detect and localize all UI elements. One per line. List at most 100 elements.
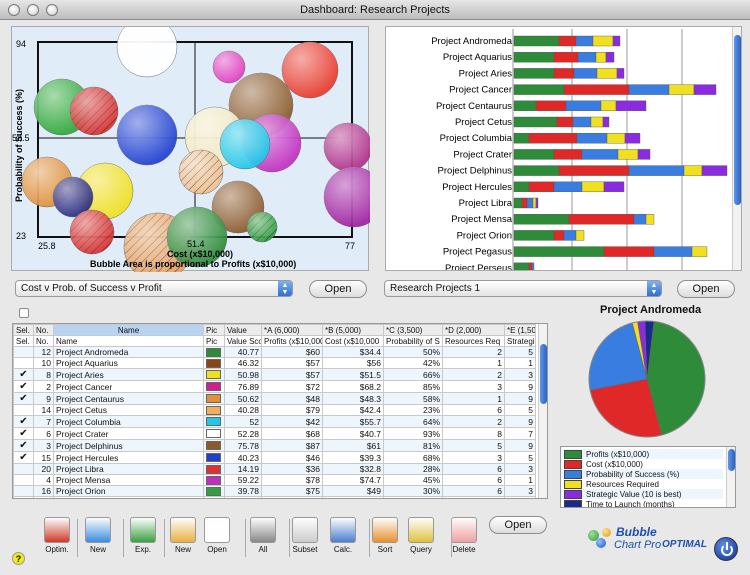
toolbar-open-button[interactable]: Open	[200, 515, 234, 559]
table-row[interactable]: ✔ 7 Project Columbia 52 $42 $55.7 64% 2 9	[13, 415, 536, 428]
bar-chart-scrollbar[interactable]	[732, 27, 741, 270]
project-bubble[interactable]	[69, 209, 115, 255]
toolbar-query-button[interactable]: Query	[404, 515, 438, 559]
toolbar-all-button[interactable]: All	[246, 515, 280, 559]
help-button[interactable]: ?	[12, 552, 25, 565]
toolbar-exp-button[interactable]: Exp.	[126, 515, 160, 559]
project-bubble[interactable]	[219, 118, 271, 170]
cell-sel[interactable]	[13, 474, 34, 486]
cell-value: 46.32	[224, 357, 262, 369]
y-axis-label: Probability of Success (%)	[14, 89, 24, 202]
cell-no: 7	[33, 415, 54, 428]
project-bubble[interactable]	[166, 206, 228, 268]
table-row[interactable]: 20 Project Libra 14.19 $36 $32.8 28% 6 3	[13, 463, 536, 475]
bar-label: Project Centaurus	[436, 101, 512, 112]
cell-sel[interactable]: ✔	[13, 496, 34, 498]
close-window-button[interactable]	[8, 4, 20, 16]
column-header-0[interactable]: Sel.	[13, 324, 34, 336]
toolbar-delete-button[interactable]: Delete	[447, 515, 481, 559]
minimize-window-button[interactable]	[27, 4, 39, 16]
column-header-4[interactable]: Value	[224, 324, 262, 336]
bar-chart-panel[interactable]: Project Andromeda Project Aquarius Project…	[385, 26, 742, 274]
column-header-3[interactable]: Pic	[203, 324, 225, 336]
table-scroll-thumb[interactable]	[540, 344, 547, 404]
cell-a: $72	[261, 380, 323, 393]
cell-sel[interactable]	[13, 357, 34, 369]
cell-sel[interactable]: ✔	[13, 451, 34, 464]
cell-name: Project Hercules	[53, 451, 204, 464]
project-bubble[interactable]	[116, 104, 178, 166]
table-row[interactable]: 16 Project Orion 39.78 $75 $49 30% 6 3	[13, 485, 536, 497]
legend-scrollbar[interactable]	[726, 447, 735, 507]
cell-sel[interactable]	[13, 404, 34, 416]
column-header-5[interactable]: *A (6,000)	[261, 324, 323, 336]
open-bottom-button[interactable]: Open	[489, 516, 547, 534]
cell-sel[interactable]: ✔	[13, 427, 34, 440]
table-row[interactable]: 4 Project Mensa 59.22 $78 $74.7 45% 6 1	[13, 474, 536, 486]
cell-e: 9	[504, 380, 536, 393]
column-header-6[interactable]: *B (5,000)	[322, 324, 384, 336]
project-bubble[interactable]	[212, 50, 246, 84]
dataset-select[interactable]: Research Projects 1 ▲ ▼	[384, 280, 662, 297]
chart-type-select[interactable]: Cost v Prob. of Success v Profit ▲ ▼	[15, 280, 293, 297]
project-bubble[interactable]	[69, 86, 119, 136]
bubble-chart-panel[interactable]: 94 58.5 23 25.8 51.4 77 Cost (x$10,000) …	[11, 16, 385, 282]
bar-chart-scroll-thumb[interactable]	[734, 35, 741, 205]
power-button[interactable]	[714, 537, 738, 561]
cell-d: 1	[442, 392, 505, 405]
table-row[interactable]: ✔ 3 Project Delphinus 75.78 $87 $61 81% 5 9	[13, 439, 536, 452]
project-bubble[interactable]	[323, 166, 385, 228]
cell-no: 2	[33, 380, 54, 393]
table-row[interactable]: ✔ 9 Project Centaurus 50.62 $48 $48.3 58% 1 9	[13, 392, 536, 405]
project-color-swatch	[206, 358, 221, 368]
project-bubble[interactable]	[323, 122, 373, 172]
cell-pic	[203, 346, 225, 358]
cell-sel[interactable]: ✔	[13, 380, 34, 393]
table-row[interactable]: 14 Project Cetus 40.28 $79 $42.4 23% 6 5	[13, 404, 536, 416]
table-row[interactable]: ✔ 2 Project Cancer 76.89 $72 $68.2 85% 3 9	[13, 380, 536, 393]
toolbar-new-button[interactable]: New	[166, 515, 200, 559]
cell-pic	[203, 357, 225, 369]
legend-scroll-thumb[interactable]	[728, 449, 735, 471]
project-bubble[interactable]	[246, 211, 278, 243]
project-bubble[interactable]	[116, 16, 178, 78]
table-row[interactable]: ✔ 15 Project Hercules 40.23 $46 $39.3 68% 3 5	[13, 451, 536, 464]
cell-sel[interactable]: ✔	[13, 392, 34, 405]
column-header-1[interactable]: No.	[33, 324, 54, 336]
bar-segment	[617, 149, 639, 160]
new-folder-icon	[170, 517, 196, 543]
project-bubble[interactable]	[52, 176, 94, 218]
project-bubble[interactable]	[178, 149, 224, 195]
open-chart-button[interactable]: Open	[309, 280, 367, 298]
toolbar-sort-button[interactable]: Sort	[368, 515, 402, 559]
cell-sel[interactable]: ✔	[13, 415, 34, 428]
legend-swatch	[564, 480, 582, 489]
table-row[interactable]: 12 Project Andromeda 40.77 $60 $34.4 50% 2 5	[13, 346, 536, 358]
bar-segment	[691, 246, 708, 257]
table-scrollbar[interactable]	[538, 324, 547, 498]
column-header-8[interactable]: *D (2,000)	[442, 324, 505, 336]
table-row[interactable]: ✔ 6 Project Crater 52.28 $68 $40.7 93% 8 7	[13, 427, 536, 440]
toolbar-optim-button[interactable]: Optim.	[40, 515, 74, 559]
toolbar-calc-button[interactable]: Calc.	[326, 515, 360, 559]
cell-sel[interactable]	[13, 346, 34, 358]
cell-d: 2	[442, 346, 505, 358]
cell-sel[interactable]	[13, 463, 34, 475]
cell-sel[interactable]	[13, 485, 34, 497]
projects-table[interactable]: Sel. No. Name Pic Value *A (6,000) *B (5,000) *…	[12, 323, 548, 499]
column-header-9[interactable]: *E (1,500)	[504, 324, 536, 336]
table-row[interactable]: ✔ 8 Project Aries 50.98 $57 $51.5 66% 2 3	[13, 368, 536, 381]
column-header-7[interactable]: *C (3,500)	[383, 324, 443, 336]
cell-sel[interactable]: ✔	[13, 368, 34, 381]
toolbar-new-button[interactable]: New	[81, 515, 115, 559]
zoom-window-button[interactable]	[46, 4, 58, 16]
project-bubble[interactable]	[281, 41, 339, 99]
cell-sel[interactable]: ✔	[13, 439, 34, 452]
column-header-2[interactable]: Name	[53, 324, 204, 336]
cell-name: Project Centaurus	[53, 392, 204, 405]
open-dataset-button[interactable]: Open	[677, 280, 735, 298]
table-row[interactable]: ✔1Project Pegasus 86.2$90$7759%69	[13, 496, 536, 498]
toolbar-subset-button[interactable]: Subset	[288, 515, 322, 559]
table-row[interactable]: 10 Project Aquarius 46.32 $57 $56 42% 1 1	[13, 357, 536, 369]
select-all-checkbox[interactable]	[19, 308, 29, 318]
